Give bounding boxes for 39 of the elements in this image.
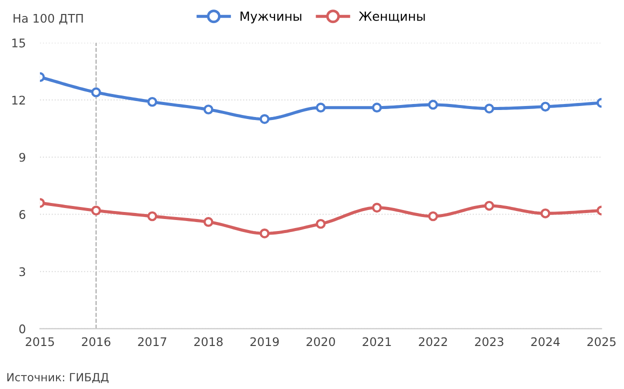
y-tick-label: 6 (19, 210, 26, 219)
x-tick-label: 2025 (587, 337, 616, 346)
x-tick-label: 2024 (531, 337, 560, 346)
text: Источник: ГИБДД (7, 373, 108, 383)
point (147, 211, 158, 222)
point (147, 96, 158, 107)
x-tick-label: 2022 (418, 337, 447, 346)
point (540, 208, 550, 218)
point (260, 228, 270, 238)
point (316, 218, 326, 229)
point (316, 102, 326, 113)
point (203, 217, 214, 227)
x-tick-label: 2016 (82, 337, 110, 346)
y-tick-label: 15 (12, 38, 26, 48)
y-tick-label: 12 (12, 96, 25, 104)
x-tick-label: 2015 (26, 337, 54, 346)
point (428, 100, 438, 110)
point (428, 211, 438, 222)
point (372, 202, 382, 213)
x-tick-label: 2017 (138, 337, 166, 346)
point (484, 200, 494, 211)
point (260, 114, 270, 124)
y-tick-label: 0 (19, 324, 26, 334)
point (372, 102, 382, 113)
point (91, 87, 102, 98)
y-axis-title: На 100 ДТП (14, 14, 83, 24)
y-tick-label: 3 (19, 267, 26, 276)
x-tick-label: 2018 (194, 337, 223, 346)
legend-label: Женщины (358, 12, 425, 22)
point (540, 102, 550, 112)
x-tick-label: 2019 (250, 337, 279, 346)
x-tick-label: 2021 (362, 337, 391, 346)
x-tick-label: 2020 (306, 337, 335, 346)
y-tick-label: 9 (19, 152, 26, 162)
legend-label: Мужчины (240, 12, 302, 24)
x-tick-label: 2023 (475, 337, 504, 346)
point (203, 104, 214, 114)
point (484, 104, 494, 114)
point (91, 206, 102, 216)
